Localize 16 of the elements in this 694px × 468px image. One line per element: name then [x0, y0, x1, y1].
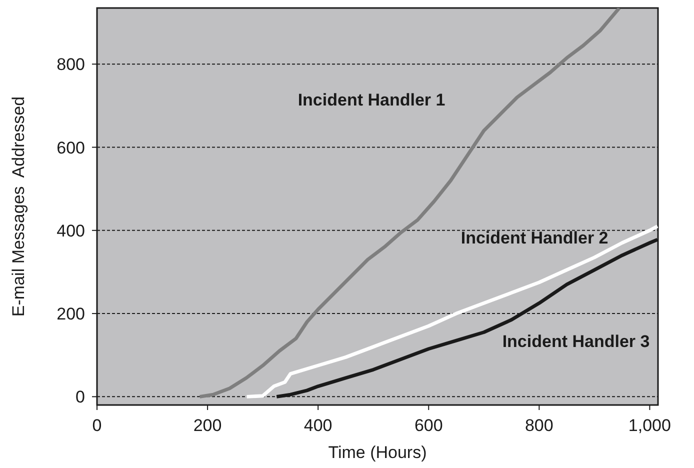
y-tick-label: 800	[56, 55, 85, 74]
x-axis-title: Time (Hours)	[328, 443, 427, 462]
x-tick-label: 400	[304, 416, 332, 435]
series-label: Incident Handler 3	[502, 332, 650, 351]
y-tick-label: 400	[56, 221, 85, 240]
x-tick-label: 800	[524, 416, 554, 435]
x-tick-label: 200	[193, 416, 222, 435]
x-tick-label: 0	[92, 416, 102, 435]
y-tick-label: 200	[56, 304, 85, 324]
y-tick-label: 0	[76, 388, 85, 407]
series-label: Incident Handler 2	[460, 228, 608, 248]
y-tick-label: 600	[56, 138, 85, 158]
y-axis-title: E-mail Messages Addressed	[9, 96, 28, 317]
x-tick-label: 1,000	[628, 416, 671, 435]
x-tick-label: 600	[414, 416, 443, 435]
text: Incident Handler 1	[298, 90, 446, 110]
